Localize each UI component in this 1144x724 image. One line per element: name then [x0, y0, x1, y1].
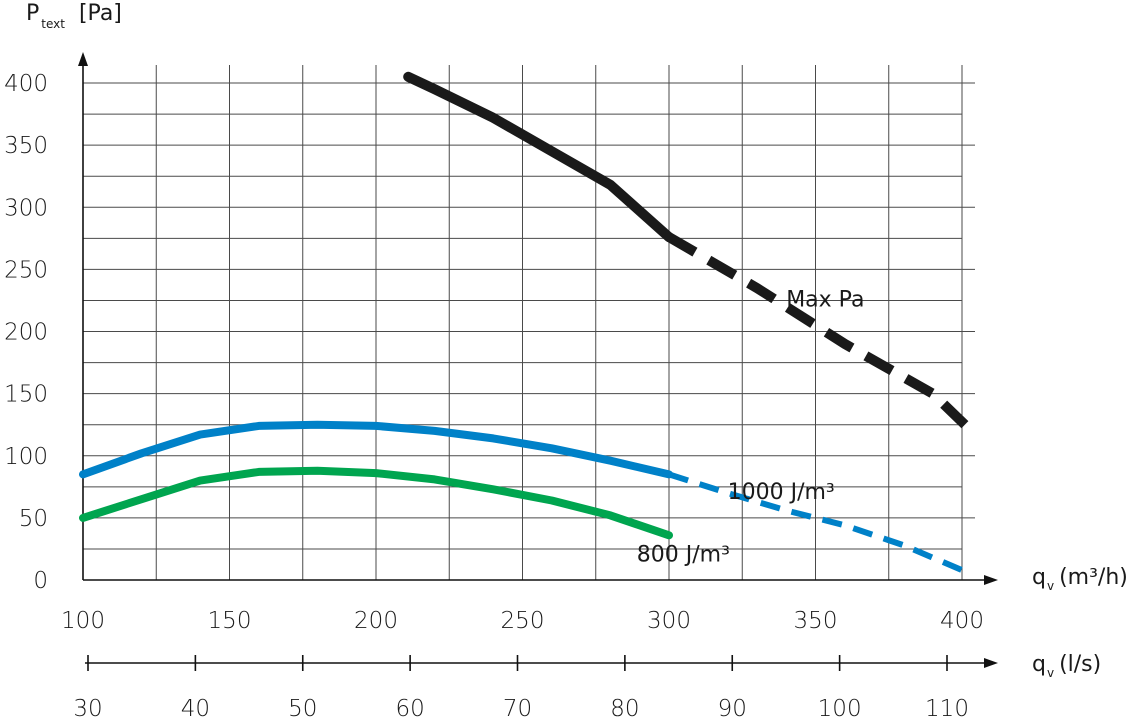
x-tick-label: 250: [501, 608, 545, 634]
series-max-pa-dashed: [666, 232, 969, 429]
series-1000-j-m-dashed: [668, 471, 964, 573]
series-max-pa-solid: [403, 71, 674, 243]
ls-tick-label: 80: [610, 696, 639, 722]
x-axis-label-ls: qv (l/s): [1032, 652, 1101, 680]
y-tick-label: 200: [4, 320, 48, 346]
annotation-800-j-m-: 800 J/m³: [637, 542, 730, 567]
ls-tick-label: 30: [73, 696, 102, 722]
y-tick-label: 100: [4, 444, 48, 470]
ls-axis: 30 40 50 60 70 80 90 100 110: [73, 655, 998, 722]
y-tick-label: 250: [4, 257, 48, 283]
y-tick-labels: 0 50 100 150 200 250 300 350 400: [4, 71, 48, 594]
ls-tick-label: 50: [288, 696, 317, 722]
series-1000-j-m-solid: [79, 420, 673, 479]
y-tick-label: 300: [4, 195, 48, 221]
annotations: Max Pa 1000 J/m³ 800 J/m³: [637, 288, 865, 568]
x-tick-label: 350: [794, 608, 838, 634]
axes: [78, 52, 998, 585]
ls-tick-label: 70: [503, 696, 532, 722]
x-tick-label: 150: [208, 608, 252, 634]
ls-axis-arrow: [984, 658, 998, 668]
x-tick-label: 400: [940, 608, 984, 634]
ls-tick-label: 40: [181, 696, 210, 722]
x-axis-arrow: [984, 575, 998, 585]
annotation-1000-j-m-: 1000 J/m³: [728, 480, 835, 505]
ls-tick-label: 110: [925, 696, 969, 722]
x-axis-label-m3h: qv (m³/h): [1032, 565, 1128, 593]
y-tick-label: 400: [4, 71, 48, 97]
x-tick-label: 100: [61, 608, 105, 634]
ls-tick-label: 100: [818, 696, 862, 722]
y-tick-label: 0: [33, 568, 48, 594]
annotation-max-pa: Max Pa: [786, 288, 864, 313]
y-tick-label: 350: [4, 133, 48, 159]
x-tick-label: 300: [647, 608, 691, 634]
series-group: [79, 71, 969, 573]
y-axis-arrow: [78, 52, 88, 66]
y-tick-label: 50: [19, 506, 48, 532]
x-tick-label: 200: [354, 608, 398, 634]
y-tick-label: 150: [4, 382, 48, 408]
x-tick-labels: 100 150 200 250 300 350 400: [61, 608, 984, 634]
ls-tick-label: 60: [395, 696, 424, 722]
series-800-j-m-solid: [79, 466, 673, 540]
ls-tick-label: 90: [718, 696, 747, 722]
